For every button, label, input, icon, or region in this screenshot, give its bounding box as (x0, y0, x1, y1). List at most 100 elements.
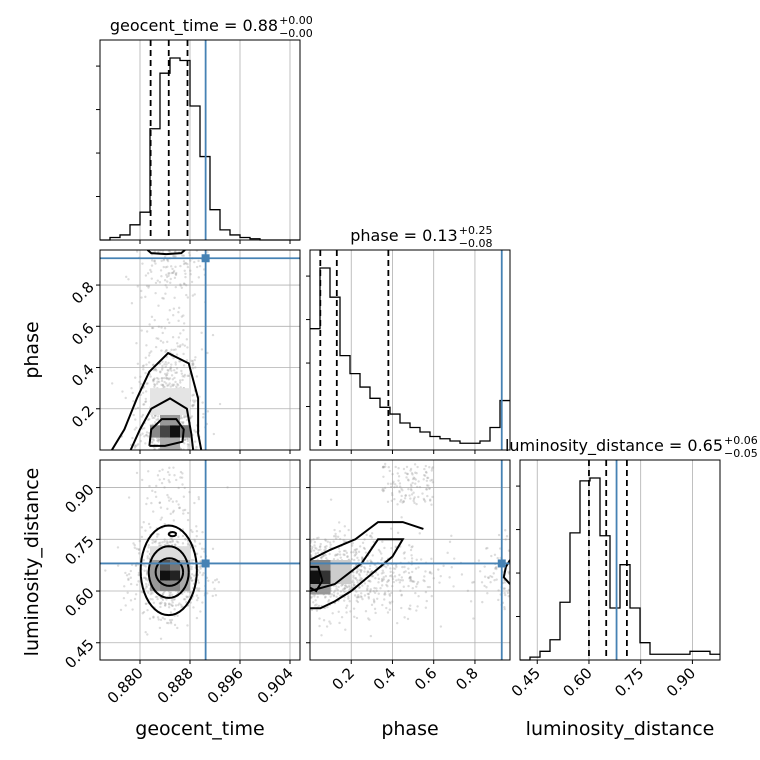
sample-point (314, 546, 317, 550)
sample-point (144, 400, 148, 403)
sample-point (355, 570, 359, 574)
sample-point (373, 601, 376, 604)
sample-point (425, 599, 428, 603)
sample-point (350, 544, 354, 547)
sample-point (395, 565, 398, 569)
sample-point (356, 556, 359, 560)
sample-point (179, 379, 182, 382)
sample-point (140, 535, 144, 539)
sample-point (191, 404, 194, 407)
sample-point (337, 547, 341, 550)
sample-point (184, 272, 187, 276)
sample-point (425, 488, 428, 491)
sample-point (152, 378, 156, 381)
sample-point (173, 598, 176, 601)
sample-point (182, 364, 186, 367)
sample-point (180, 476, 184, 479)
sample-point (406, 478, 410, 481)
sample-point (125, 574, 129, 577)
sample-point (343, 590, 346, 593)
sample-point (507, 572, 510, 575)
sample-point (173, 369, 176, 372)
sample-point (399, 498, 403, 502)
sample-point (197, 276, 201, 279)
sample-point (179, 476, 182, 479)
sample-point (329, 595, 332, 598)
sample-point (197, 259, 200, 263)
sample-point (423, 498, 426, 502)
sample-point (504, 529, 507, 532)
sample-point (145, 569, 149, 572)
sample-point (373, 591, 377, 595)
sample-point (347, 595, 350, 598)
sample-point (349, 587, 352, 591)
sample-point (387, 579, 390, 582)
sample-point (145, 363, 148, 366)
sample-point (184, 262, 187, 265)
sample-point (426, 476, 430, 480)
sample-point (169, 385, 172, 388)
sample-point (147, 284, 151, 288)
sample-point (146, 633, 149, 636)
sample-point (181, 375, 184, 378)
sample-point (185, 595, 188, 598)
sample-point (384, 575, 388, 578)
sample-point (361, 557, 364, 560)
sample-point (144, 577, 148, 580)
sample-point (194, 430, 198, 434)
sample-point (316, 551, 320, 555)
sample-point (341, 588, 345, 591)
sample-point (310, 596, 313, 600)
sample-point (146, 555, 149, 558)
sample-point (116, 564, 120, 567)
sample-point (137, 548, 141, 551)
sample-point (409, 579, 412, 583)
sample-point (359, 578, 362, 582)
sample-point (135, 444, 138, 447)
sample-point (188, 490, 191, 494)
sample-point (174, 265, 177, 269)
x-tick-label: 0.4 (370, 664, 400, 694)
sample-point (360, 592, 363, 595)
sample-point (169, 591, 172, 594)
sample-point (390, 492, 394, 495)
sample-point (182, 322, 186, 325)
sample-point (357, 550, 361, 554)
sample-point (180, 416, 184, 420)
sample-point (145, 330, 149, 333)
sample-point (195, 552, 199, 555)
sample-point (183, 282, 186, 286)
sample-point (170, 348, 173, 352)
sample-point (400, 576, 404, 579)
density-cell (170, 425, 180, 438)
sample-point (110, 382, 114, 385)
sample-point (410, 493, 414, 496)
sample-point (395, 621, 399, 625)
sample-point (166, 470, 170, 474)
sample-point (166, 372, 169, 375)
sample-point (410, 560, 414, 563)
sample-point (129, 569, 133, 573)
sample-point (176, 541, 180, 544)
sample-point (430, 469, 433, 472)
sample-point (160, 383, 163, 387)
sample-point (371, 575, 375, 578)
sample-point (409, 488, 413, 491)
sample-point (211, 547, 215, 551)
sample-point (154, 368, 158, 371)
sample-point (169, 611, 173, 614)
sample-point (366, 559, 369, 563)
x-tick-label: 0.45 (508, 664, 544, 700)
sample-point (310, 554, 313, 557)
y-tick-label: 0.8 (68, 278, 98, 308)
sample-point (123, 585, 126, 588)
sample-point (398, 490, 401, 494)
sample-point (191, 360, 194, 363)
sample-point (177, 486, 180, 490)
sample-point (144, 602, 148, 605)
sample-point (352, 583, 355, 586)
sample-point (367, 579, 370, 583)
sample-point (181, 254, 184, 257)
sample-point (313, 540, 317, 544)
sample-point (353, 558, 356, 562)
